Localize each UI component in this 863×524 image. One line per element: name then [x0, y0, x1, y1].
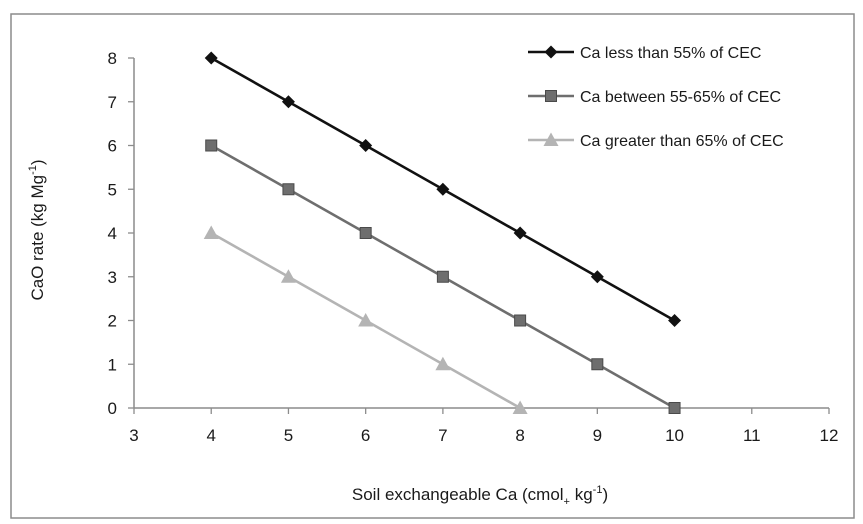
- y-tick-label: 4: [108, 224, 117, 243]
- data-point-diamond: [359, 139, 373, 152]
- data-point-diamond: [544, 45, 558, 59]
- data-point-square: [436, 270, 449, 283]
- y-tick-label: 7: [108, 93, 117, 112]
- y-tick-label: 5: [108, 180, 117, 199]
- y-tick-label: 6: [108, 137, 117, 156]
- x-tick-label: 7: [438, 426, 447, 445]
- data-point-triangle: [358, 313, 374, 327]
- data-point-triangle: [435, 356, 451, 371]
- x-tick-label: 4: [206, 426, 215, 445]
- data-point-diamond: [668, 314, 682, 327]
- x-tick-label: 10: [665, 426, 684, 445]
- x-tick-label: 11: [743, 426, 761, 445]
- data-point-triangle: [512, 400, 528, 414]
- data-point-square: [514, 314, 527, 327]
- legend-label: Ca between 55-65% of CEC: [580, 89, 781, 106]
- y-tick-label: 8: [108, 49, 117, 68]
- data-point-square: [359, 227, 372, 239]
- data-point-triangle: [543, 132, 559, 146]
- y-tick-label: 1: [108, 355, 117, 374]
- x-tick-label: 5: [284, 426, 293, 445]
- x-axis-title: Soil exchangeable Ca (cmol+ kg-1): [352, 484, 608, 508]
- chart-border: [10, 13, 855, 519]
- data-point-diamond: [590, 270, 604, 284]
- data-point-triangle: [203, 225, 219, 239]
- data-point-square: [591, 358, 604, 371]
- data-point-triangle: [280, 269, 296, 283]
- data-point-square: [205, 139, 218, 152]
- y-tick-label: 2: [108, 312, 117, 331]
- legend-label: Ca greater than 65% of CEC: [580, 133, 784, 150]
- x-tick-label: 8: [515, 426, 524, 445]
- y-tick-label: 0: [108, 399, 117, 418]
- data-point-square: [545, 90, 557, 102]
- data-point-diamond: [204, 51, 218, 65]
- x-tick-label: 3: [129, 426, 138, 445]
- x-tick-label: 12: [820, 426, 839, 445]
- y-axis-title: CaO rate (kg Mg-1): [27, 159, 47, 300]
- data-point-diamond: [436, 182, 450, 196]
- legend: Ca less than 55% of CEC Ca between 55-65%…: [528, 45, 784, 150]
- x-tick-label: 9: [593, 426, 602, 445]
- legend-label: Ca less than 55% of CEC: [580, 45, 761, 62]
- data-point-square: [282, 183, 295, 196]
- y-tick-label: 3: [108, 268, 117, 287]
- data-point-square: [668, 402, 681, 414]
- data-point-diamond: [281, 95, 295, 109]
- data-point-diamond: [513, 226, 527, 240]
- x-tick-label: 6: [361, 426, 370, 445]
